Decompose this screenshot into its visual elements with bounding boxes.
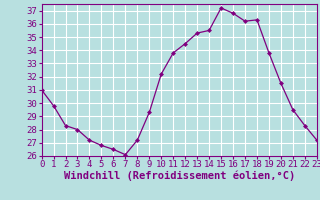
X-axis label: Windchill (Refroidissement éolien,°C): Windchill (Refroidissement éolien,°C) <box>64 171 295 181</box>
